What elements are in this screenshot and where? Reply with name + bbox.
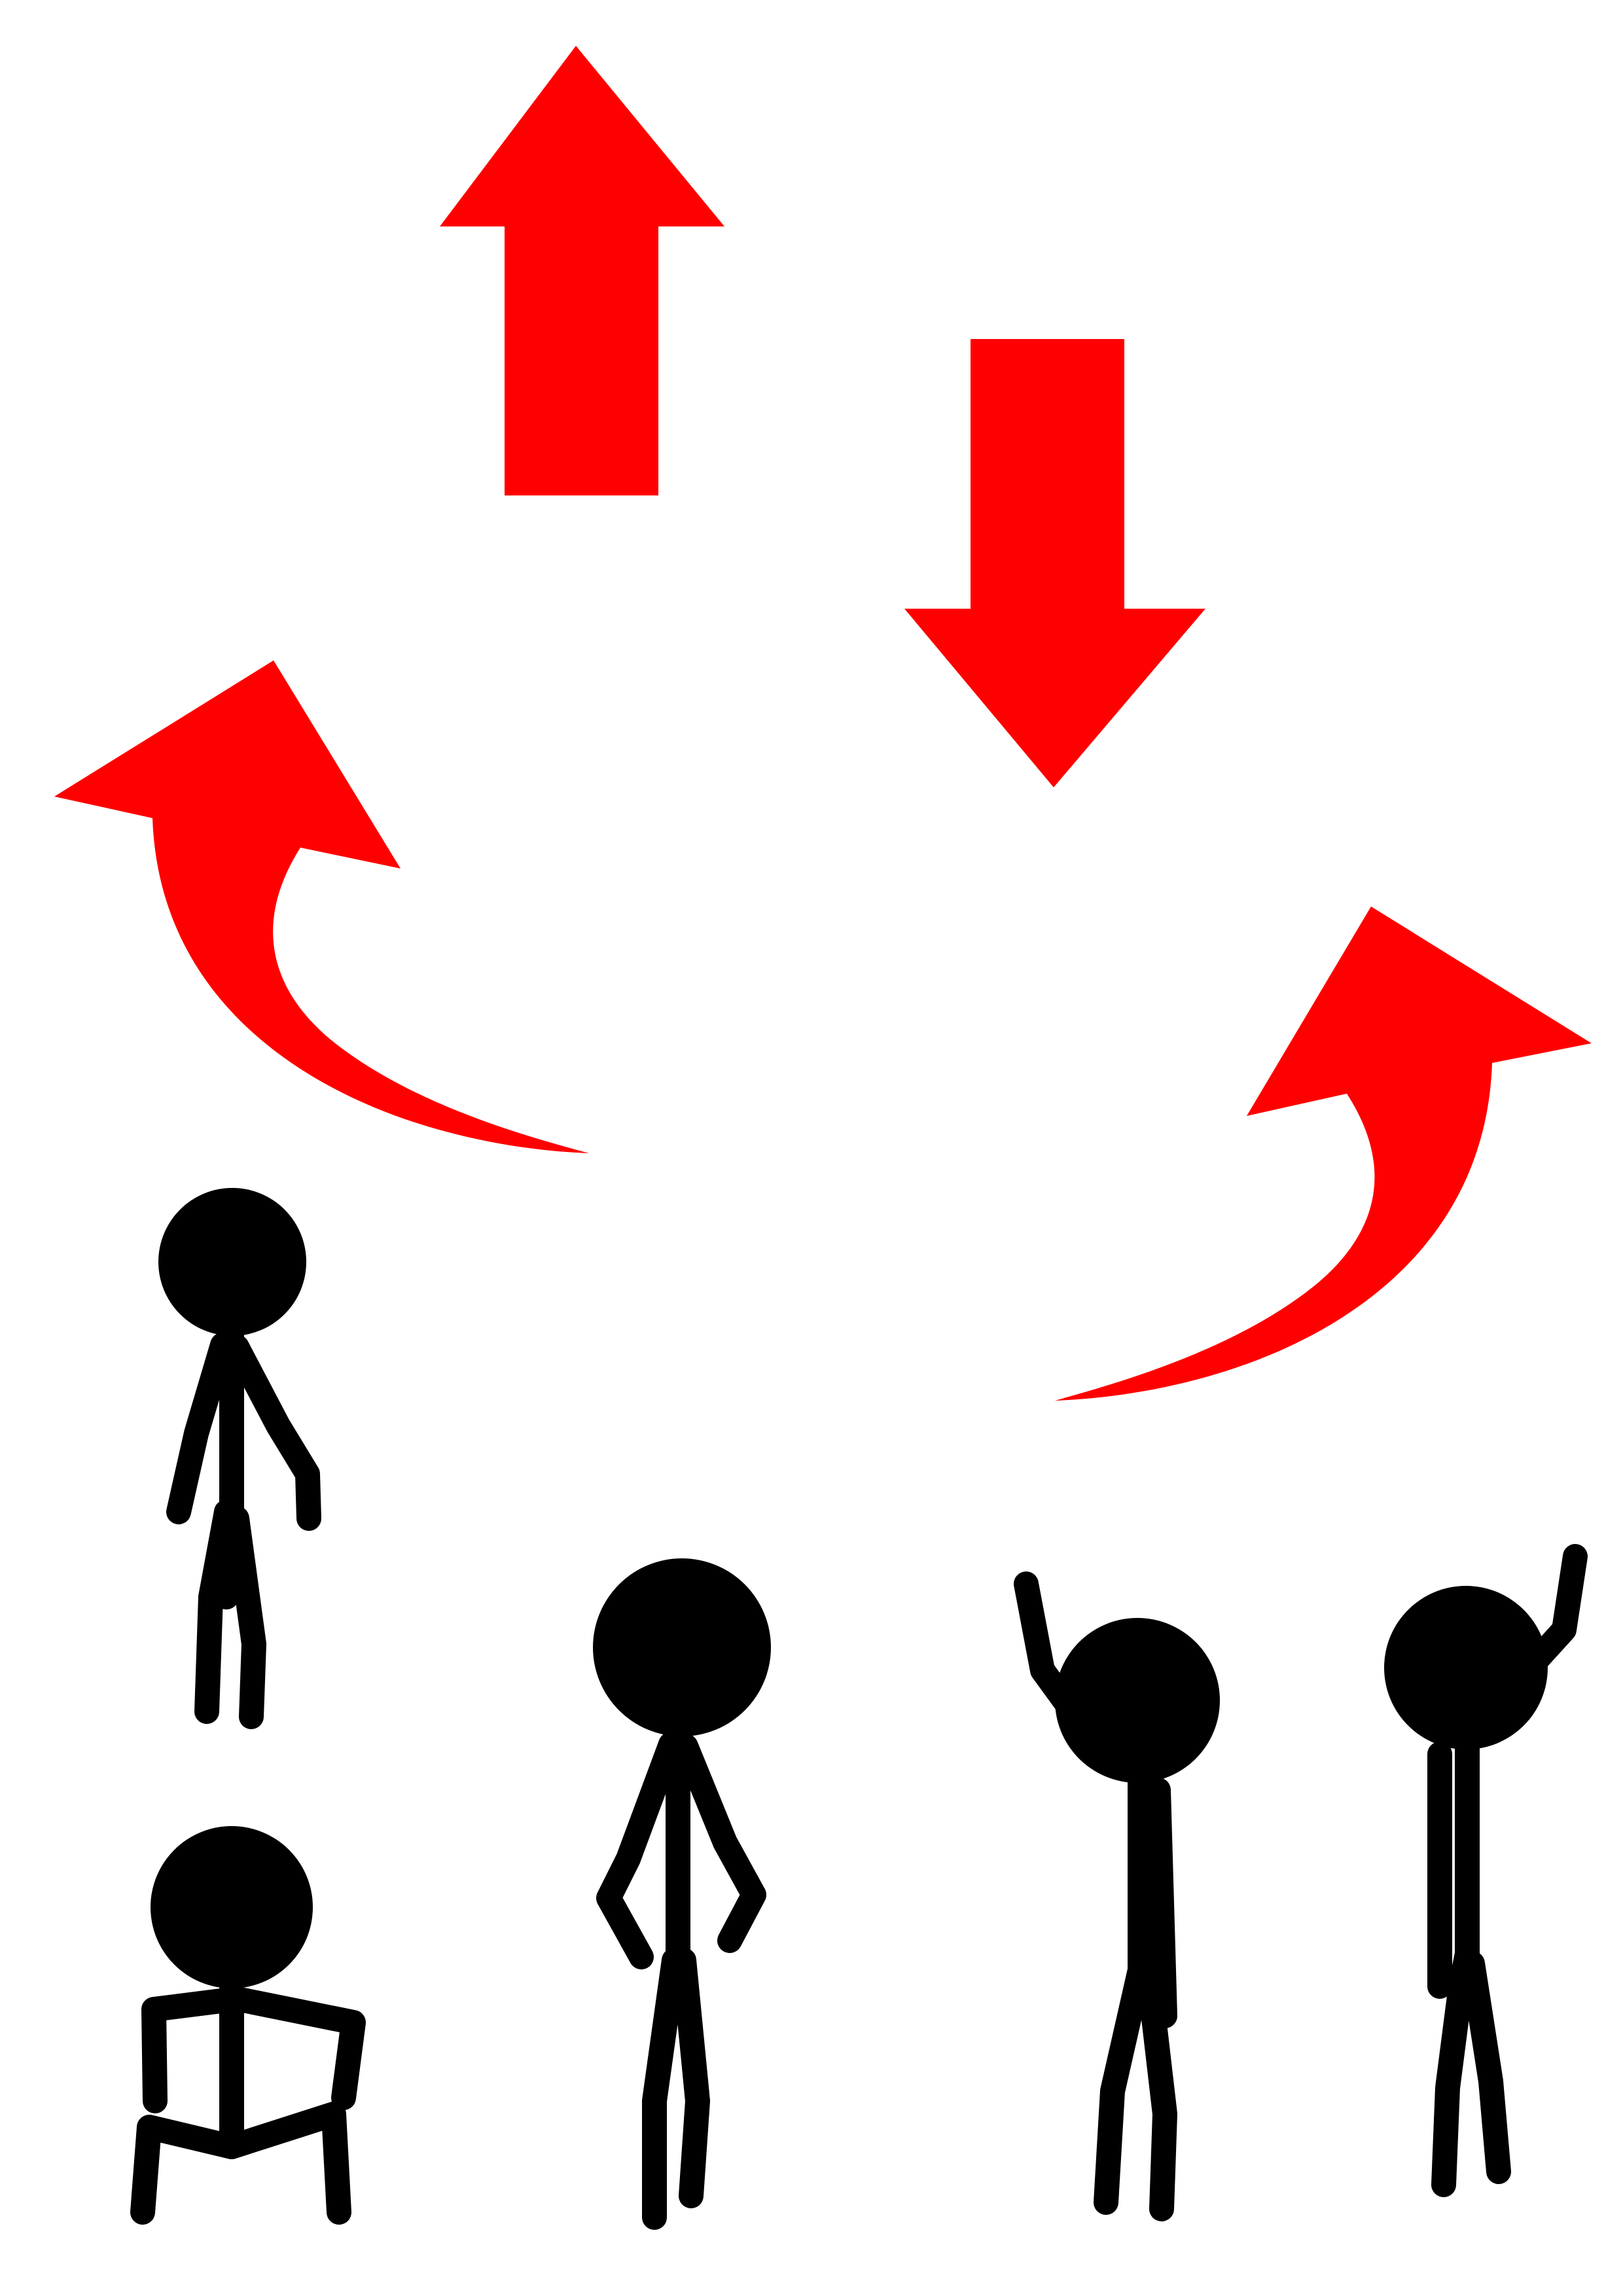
figure-arm-right [224,1335,321,1531]
figure-head [1384,1586,1548,1749]
figure-leg-left [194,1499,239,1724]
up-arrow [440,46,724,495]
figure-leg-right [1141,2000,1177,2221]
figure-arm-right [228,1987,366,2110]
figures [130,1188,1588,2230]
stick-figure-raising-right-arm [1384,1544,1588,2197]
figure-torso-right [1146,1778,1177,2028]
figure-head [158,1188,306,1336]
stick-figure-standing-center [593,1558,771,2230]
figure-arm-left [141,1987,244,2113]
figure-head [593,1558,771,1736]
figure-leg-left [642,1948,687,2230]
figure-leg-left [1431,1974,1473,2197]
figure-arm-left [596,1732,683,1969]
curved-left-arrow [54,660,589,1153]
figure-leg-left [130,2115,244,2225]
down-arrow [904,339,1205,787]
figure-arm-right [673,1734,766,1953]
figure-raised-arm [1519,1544,1588,1678]
figure-leg-right [671,1948,710,2208]
stick-figure-raising-left-arm [1014,1571,1220,2221]
stick-figure-sitting-chair [130,1826,366,2225]
figure-head [151,1826,313,1988]
figure-body [1448,1732,1480,1999]
figure-leg-right [219,2102,351,2225]
figure-arm-left [166,1333,235,1524]
figure-raised-arm [1014,1571,1078,1714]
figure-leg-right [224,1506,266,1729]
figure-leg-left [1094,1958,1152,2215]
figure-head [1055,1618,1220,1783]
curved-right-arrow [1055,906,1592,1401]
stick-figure-standing-left [158,1188,321,1729]
figure-leg-right [1460,1951,1511,2184]
